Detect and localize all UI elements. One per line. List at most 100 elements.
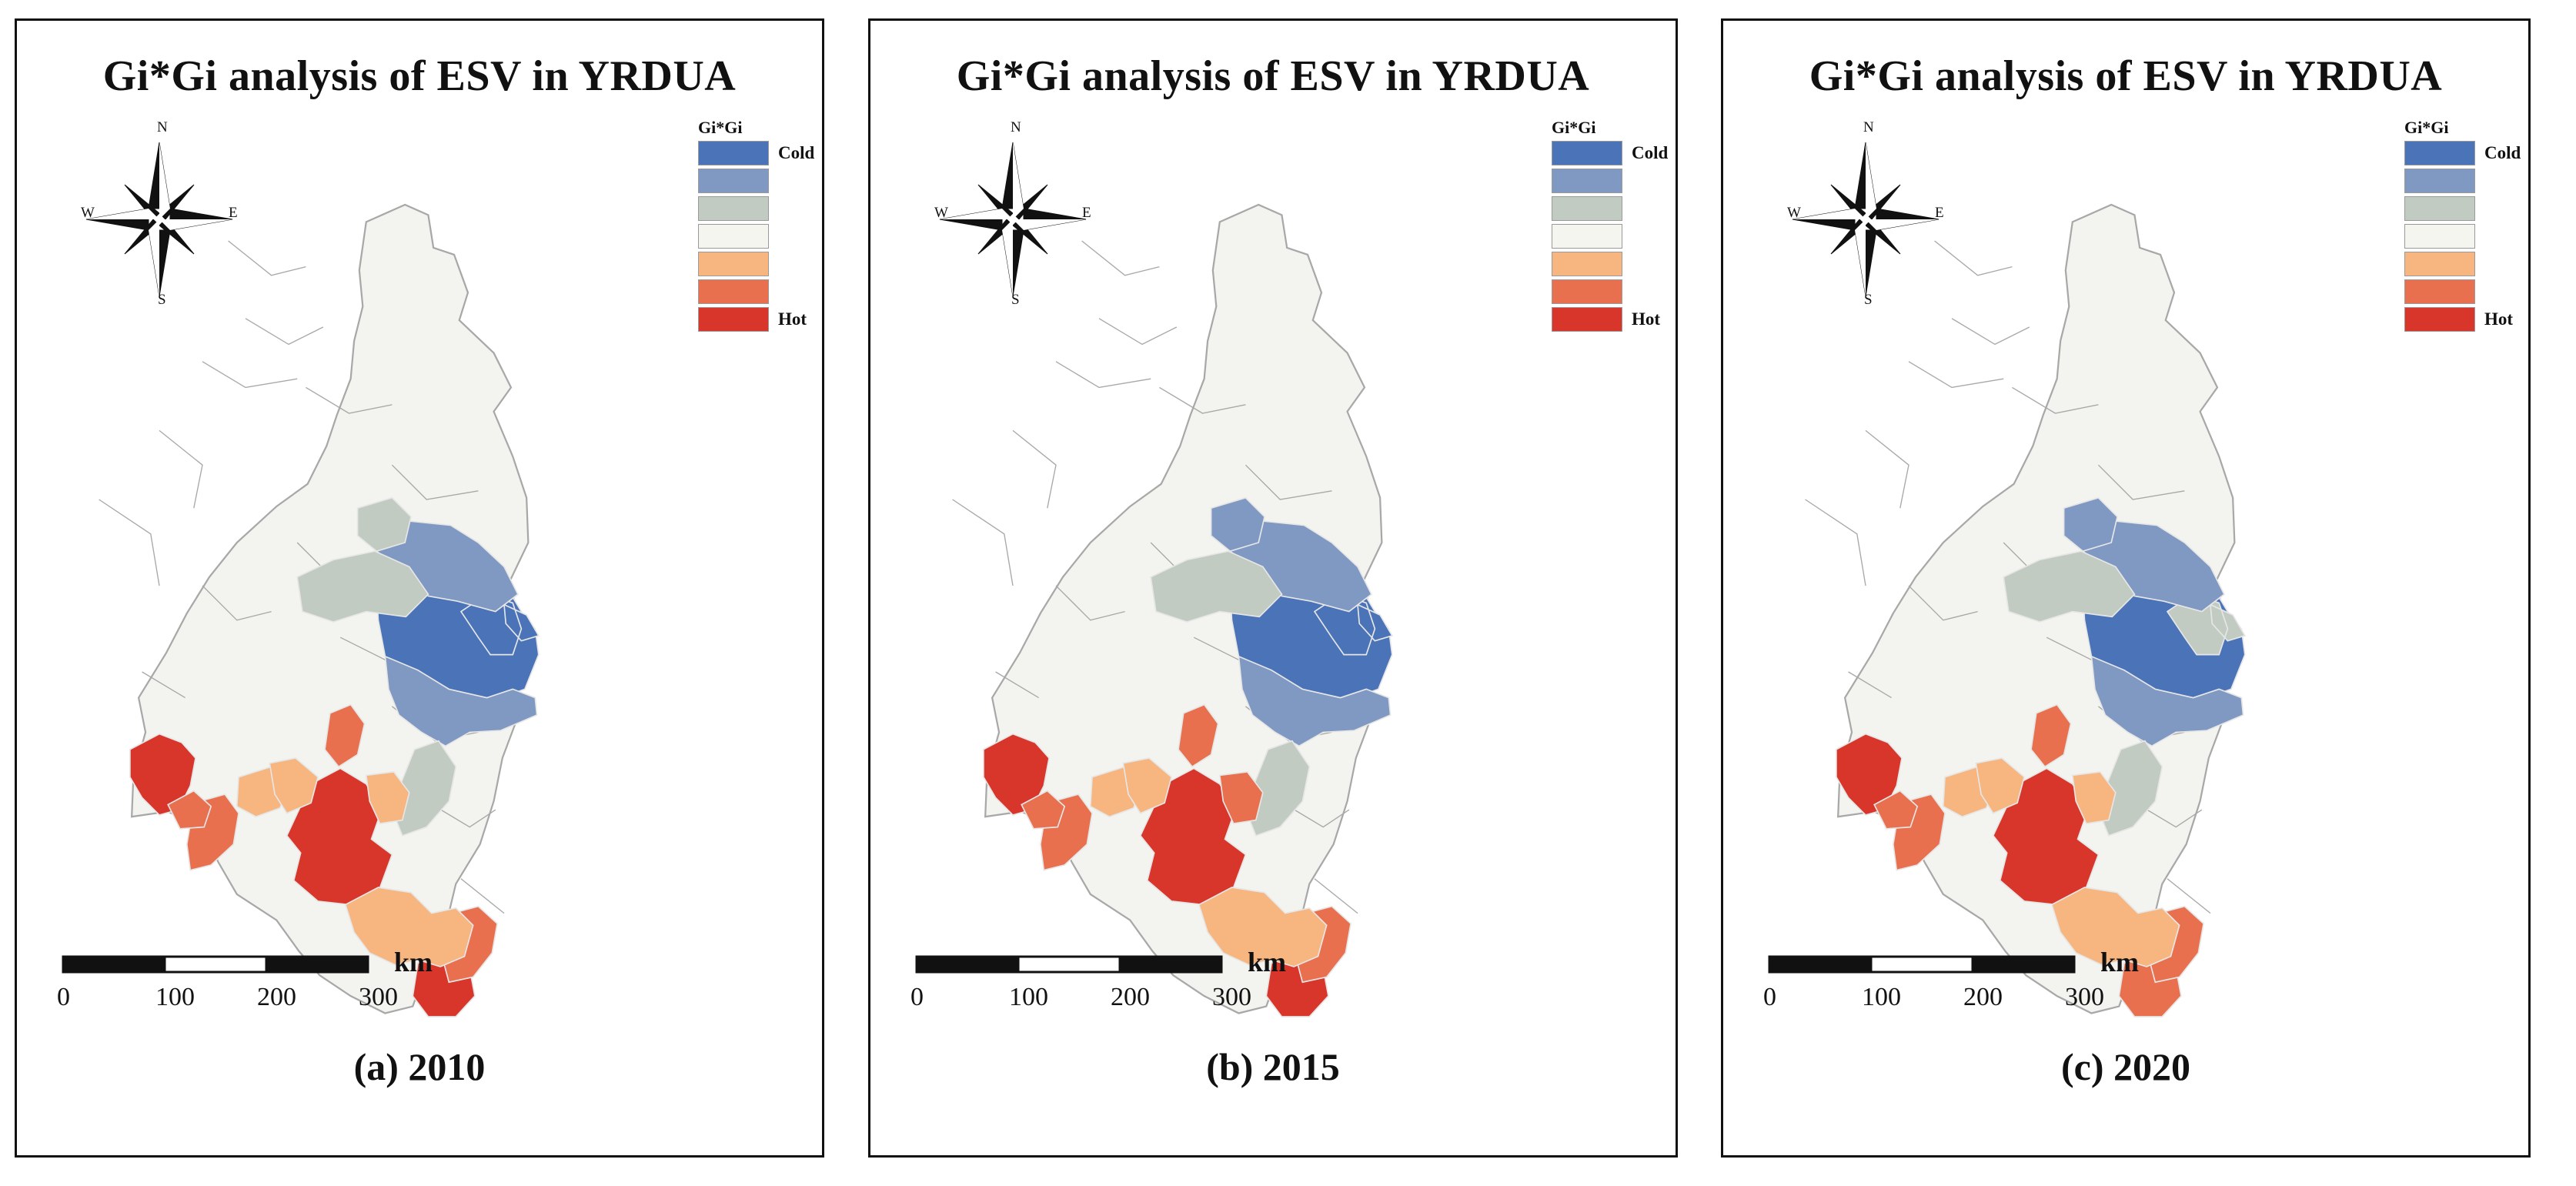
county-line <box>228 240 306 276</box>
legend-swatch <box>2404 141 2475 165</box>
county-line <box>1865 429 1909 509</box>
scale-bar-segment <box>1869 955 1974 974</box>
scale-tick: 0 <box>1763 983 1776 1011</box>
map-canvas <box>1768 142 2247 1017</box>
legend-class-3 <box>1552 195 1667 222</box>
region-north-tip <box>1210 496 1265 553</box>
panel-caption: (c) 2020 <box>2061 1045 2190 1088</box>
county-line <box>1159 386 1246 414</box>
scale-bar <box>915 955 1223 974</box>
region-west-small <box>1021 790 1066 830</box>
legend-class-neutral <box>1552 222 1667 250</box>
county-line <box>245 318 324 346</box>
legend-class-hot: Hot <box>698 306 814 333</box>
legend-swatch <box>2404 224 2475 249</box>
legend-swatch <box>2404 279 2475 304</box>
compass-north-label: N <box>1011 119 1021 135</box>
scale-bar-segment <box>1768 955 1873 974</box>
map-canvas <box>915 142 1394 1017</box>
legend-label: Hot <box>778 309 807 329</box>
county-line <box>99 499 160 586</box>
county-line <box>391 464 479 500</box>
legend-class-6 <box>1552 278 1667 306</box>
county-line <box>952 499 1014 586</box>
compass-highlight <box>1013 219 1086 230</box>
county-line <box>202 585 272 621</box>
county-line <box>1055 361 1151 389</box>
compass-rose-icon <box>939 142 1087 297</box>
compass-highlight <box>1855 219 1866 296</box>
region-middle-north <box>1178 703 1219 768</box>
scale-bar <box>1768 955 2076 974</box>
legend-swatch <box>2404 252 2475 276</box>
region-west-band <box>296 550 429 623</box>
scale-bar-segment <box>1017 955 1121 974</box>
legend-class-2 <box>698 167 814 195</box>
legend-title: Gi*Gi <box>1552 118 1596 137</box>
legend-swatch <box>2404 196 2475 221</box>
scale-bar-segment <box>62 955 166 974</box>
scale-tick: 200 <box>1963 983 2003 1011</box>
region-west-band <box>1150 550 1283 623</box>
map-panel-2020: Gi*Gi analysis of ESV in YRDUA N S E W G… <box>1721 18 2531 1158</box>
legend-label: Cold <box>778 143 815 162</box>
legend-title: Gi*Gi <box>2404 118 2449 137</box>
map-canvas <box>62 142 540 1017</box>
region-middle-west <box>1975 757 2026 814</box>
compass-highlight <box>1793 209 1866 219</box>
legend-swatch <box>1552 224 1622 249</box>
county-line <box>1805 499 1866 586</box>
compass-east-label: E <box>1082 205 1091 221</box>
compass-rose-icon <box>1792 142 1940 297</box>
scale-tick: 0 <box>910 983 924 1011</box>
legend-swatch <box>1552 196 1622 221</box>
county-line <box>1314 878 1358 914</box>
legend-class-3 <box>2404 195 2520 222</box>
map-legend: Gi*Gi Cold Hot <box>698 116 814 333</box>
compass-highlight <box>940 209 1013 219</box>
region-north-tip <box>2063 496 2118 553</box>
scale-unit: km <box>1248 947 1287 977</box>
legend-label: Hot <box>1632 309 1661 329</box>
region-north-tip <box>356 496 412 553</box>
county-line <box>2097 464 2185 500</box>
scale-bar-segment <box>1118 955 1223 974</box>
legend-swatch <box>698 141 769 165</box>
compass-highlight <box>1866 142 1876 219</box>
region-middle-north <box>2030 703 2072 768</box>
legend-swatch <box>698 279 769 304</box>
legend-class-cold: Cold <box>1552 139 1668 167</box>
compass-west-label: W <box>1787 205 1801 221</box>
compass-east-label: E <box>1935 205 1944 221</box>
county-line <box>1908 361 2004 389</box>
county-line <box>2167 878 2211 914</box>
map-title: Gi*Gi analysis of ESV in YRDUA <box>956 52 1590 100</box>
legend-class-2 <box>1552 167 1667 195</box>
map-panel-2010: Gi*Gi analysis of ESV in YRDUA N S E W G… <box>15 18 824 1158</box>
scale-tick: 100 <box>155 983 195 1011</box>
legend-swatch <box>2404 307 2475 332</box>
compass-highlight <box>86 209 159 219</box>
scale-unit: km <box>394 947 433 977</box>
legend-class-cold: Cold <box>2404 139 2521 167</box>
legend-swatch <box>698 252 769 276</box>
county-line <box>2012 386 2099 414</box>
compass-east-label: E <box>229 205 238 221</box>
region-middle-east <box>2071 771 2117 825</box>
compass-west-label: W <box>934 205 948 221</box>
legend-label: Hot <box>2484 309 2514 329</box>
county-line <box>1908 585 1978 621</box>
legend-swatch <box>698 196 769 221</box>
region-middle-west <box>1122 757 1173 814</box>
map-panel-2015: Gi*Gi analysis of ESV in YRDUA N S E W G… <box>868 18 1678 1158</box>
legend-swatch <box>1552 279 1622 304</box>
county-line <box>306 386 393 414</box>
legend-class-3 <box>698 195 814 222</box>
panel-caption: (b) 2015 <box>1206 1045 1340 1088</box>
scale-unit: km <box>2100 947 2140 977</box>
legend-class-2 <box>2404 167 2520 195</box>
scale-bar-segment <box>1971 955 2076 974</box>
compass-north-label: N <box>1863 119 1874 135</box>
county-line <box>1098 318 1178 346</box>
scale-tick: 300 <box>1212 983 1251 1011</box>
